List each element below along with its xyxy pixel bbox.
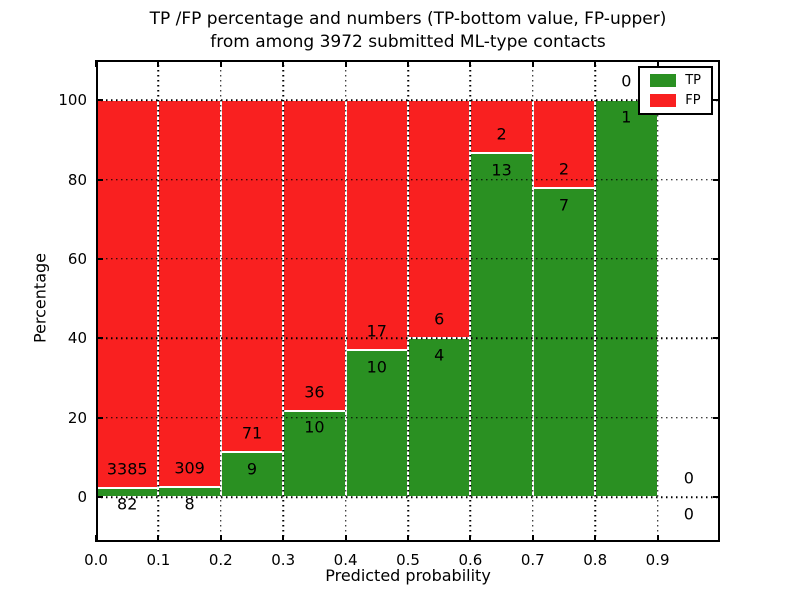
tick-bottom-0.9 [656,535,659,542]
bar-segment-fp-0.3-0.4 [283,100,346,411]
bar-label-tp-0.3-0.4: 10 [304,417,325,437]
grid-line-x-0.1 [157,60,160,542]
bar-label-fp-0.3-0.4: 36 [304,382,325,402]
bar-label-fp-0.2-0.3: 71 [241,423,263,443]
tick-right-80 [713,178,720,181]
tick-top-0.7 [531,60,534,67]
grid-line-x-0.8 [594,60,596,542]
bar-label-tp-0.2-0.3: 9 [246,459,258,479]
bar-segment-fp-0.2-0.3 [220,100,284,453]
tick-top-0.5 [407,60,409,67]
bar-label-tp-0.1-0.2: 8 [184,494,195,514]
x-tick-label-0.2: 0.2 [208,551,233,569]
tick-top-0.1 [157,60,160,67]
tick-top-0.9 [656,60,659,67]
bar-label-fp-0.7-0.8: 2 [558,159,570,179]
x-tick-label-0.1: 0.1 [146,551,171,569]
bar-label-tp-0.5-0.6: 4 [434,345,445,365]
tick-bottom-0.4 [344,535,347,542]
bar-label-tp-0.8-0.9: 1 [621,107,632,127]
y-tick-label-20: 20 [67,408,87,427]
y-tick-label-40: 40 [67,329,87,348]
bar-segment-tp-0.2-0.3 [220,452,284,498]
bar-label-tp-0.9-1.0: 0 [683,504,694,524]
legend-swatch-fp [650,94,677,107]
bar-label-fp-0.9-1.0: 0 [683,468,694,488]
tick-right-0 [713,496,720,499]
legend-swatch-tp [650,74,677,87]
x-tick-label-0.7: 0.7 [520,551,545,569]
chart-title-line2: from among 3972 submitted ML-type contac… [210,32,606,52]
legend-label-fp: FP [685,93,701,108]
x-tick-label-0.8: 0.8 [583,551,608,569]
legend-item-fp: FP [650,94,701,107]
tick-bottom-0.3 [282,535,285,542]
legend-item-tp: TP [650,74,701,87]
x-tick-label-0.6: 0.6 [458,551,483,569]
tick-top-0.3 [282,60,285,67]
tick-left-80 [96,178,103,181]
tick-bottom-0.2 [219,535,222,542]
tick-bottom-0.1 [157,535,160,542]
tick-top-0.8 [594,60,597,67]
grid-line-x-0.2 [220,60,222,542]
bar-label-tp-0.0-0.1: 82 [117,494,138,514]
grid-line-x-0.3 [282,60,284,542]
bar-label-fp-0.5-0.6: 6 [434,309,445,329]
bar-label-tp-0.6-0.7: 13 [491,160,512,180]
tick-left-40 [96,337,103,340]
grid-layer [96,60,720,542]
bar-segment-fp-0.6-0.7 [470,100,533,154]
bar-label-fp-0.8-0.9: 0 [621,71,632,91]
legend: TP FP [638,66,713,115]
tick-top-0.2 [219,60,222,67]
grid-line-x-0.9 [656,60,659,542]
tick-right-20 [713,416,720,419]
tick-left-100 [96,99,103,102]
y-tick-label-80: 80 [67,170,87,189]
grid-line-x-0.5 [407,60,409,542]
y-tick-label-100: 100 [58,91,87,110]
legend-label-tp: TP [685,73,701,88]
bar-label-fp-0.6-0.7: 2 [496,124,507,144]
grid-line-x-0.6 [469,60,472,542]
bar-label-fp-0.0-0.1: 3385 [106,459,148,479]
x-tick-label-0.3: 0.3 [271,551,296,569]
chart-title-line1: TP /FP percentage and numbers (TP-bottom… [149,9,667,29]
tick-left-20 [96,416,103,419]
tick-top-0.4 [344,60,347,67]
x-tick-label-0.5: 0.5 [396,551,420,569]
tick-right-100 [713,99,720,102]
bar-label-tp-0.7-0.8: 7 [558,195,570,215]
x-tick-label-0.4: 0.4 [333,551,358,569]
tick-right-40 [713,337,720,340]
y-tick-label-0: 0 [77,488,87,507]
tick-bottom-0.5 [407,535,409,542]
tick-left-60 [96,257,103,260]
y-axis-label: Percentage [30,252,50,344]
tick-right-60 [713,257,720,260]
x-tick-label-0: 0.0 [84,551,108,569]
bar-label-tp-0.4-0.5: 10 [366,357,387,377]
grid-line-x-0.4 [344,60,347,542]
tick-bottom-0.8 [594,535,597,542]
bar-label-fp-0.4-0.5: 17 [366,321,387,341]
grid-line-x-0.7 [532,60,534,542]
tick-bottom-0.6 [469,535,472,542]
y-tick-label-60: 60 [67,249,87,268]
tick-left-0 [96,496,103,499]
tick-bottom-0.7 [531,535,534,542]
x-axis-label: Predicted probability [325,566,491,585]
x-tick-label-0.9: 0.9 [645,551,670,569]
bar-label-fp-0.1-0.2: 309 [174,458,205,478]
tick-top-0.6 [469,60,472,67]
chart-title: TP /FP percentage and numbers (TP-bottom… [96,8,720,54]
bar-labels-layer: 3385 82 309 8 71 9 36 10 17 10 6 4 2 13 2 7 0 1 0 0 [96,60,720,542]
